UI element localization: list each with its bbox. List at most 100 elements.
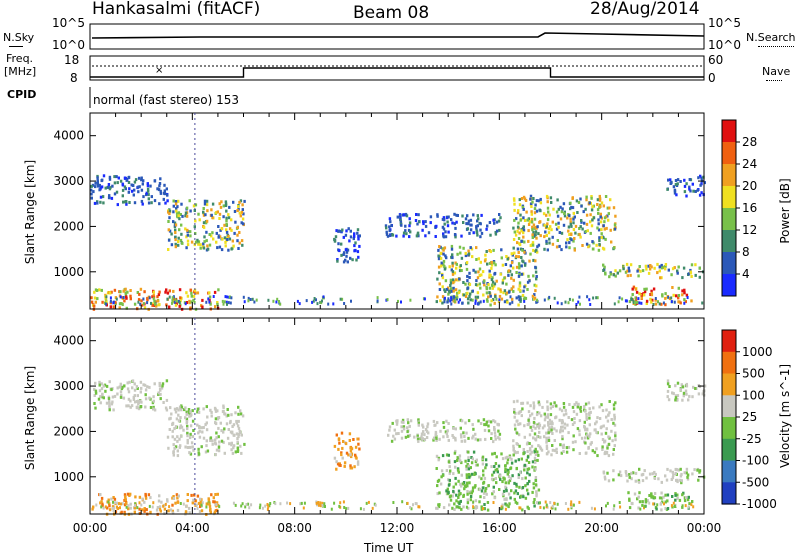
echo-cell — [566, 238, 569, 242]
echo-cell — [563, 214, 567, 218]
echo-cell — [340, 431, 344, 435]
echo-cell — [513, 408, 516, 411]
echo-cell — [691, 182, 694, 186]
echo-cell — [236, 446, 239, 450]
echo-cell — [196, 423, 199, 427]
echo-cell — [442, 248, 445, 252]
echo-cell — [650, 293, 654, 297]
echo-cell — [543, 298, 546, 302]
echo-cell — [657, 300, 659, 304]
echo-cell — [440, 469, 444, 473]
echo-cell — [109, 299, 112, 303]
echo-cell — [568, 246, 571, 250]
echo-cell — [437, 265, 441, 269]
echo-cell — [235, 419, 238, 423]
echo-cell — [685, 496, 688, 499]
echo-cell — [507, 290, 511, 294]
echo-cell — [460, 473, 463, 477]
echo-cell — [190, 240, 194, 244]
echo-cell — [492, 490, 495, 494]
echo-cell — [248, 506, 251, 510]
echo-cell — [648, 267, 652, 271]
echo-cell — [186, 243, 190, 247]
echo-cell — [185, 214, 189, 218]
echo-cell — [606, 501, 609, 505]
echo-cell — [223, 223, 226, 227]
echo-cell — [447, 215, 450, 219]
echo-cell — [679, 467, 682, 471]
echo-cell — [560, 210, 564, 214]
echo-cell — [572, 448, 575, 452]
echo-cell — [511, 300, 514, 304]
echo-cell — [194, 203, 198, 207]
echo-cell — [568, 214, 571, 218]
echo-cell — [531, 200, 534, 204]
echo-cell — [602, 204, 605, 208]
echo-cell — [490, 432, 493, 436]
echo-cell — [590, 441, 593, 445]
echo-cell — [532, 258, 535, 262]
echo-cell — [180, 202, 183, 206]
echo-cell — [149, 184, 152, 188]
echo-cell — [218, 235, 222, 239]
echo-cell — [172, 210, 175, 214]
echo-cell — [516, 399, 519, 403]
echo-cell — [515, 255, 518, 258]
echo-cell — [227, 413, 230, 417]
echo-cell — [133, 394, 136, 398]
echo-cell — [676, 394, 680, 398]
echo-cell — [172, 495, 175, 498]
echo-cell — [567, 229, 570, 233]
echo-cell — [350, 466, 354, 470]
echo-cell — [174, 425, 178, 429]
echo-cell — [352, 237, 355, 241]
echo-cell — [458, 502, 461, 506]
echo-cell — [175, 493, 179, 497]
echo-cell — [345, 254, 348, 258]
echo-cell — [492, 470, 496, 474]
echo-cell — [443, 264, 446, 268]
echo-cell — [166, 297, 169, 301]
echo-cell — [177, 214, 180, 217]
echo-cell — [454, 226, 457, 230]
echo-cell — [650, 493, 653, 497]
echo-cell — [133, 382, 136, 386]
echo-cell — [674, 396, 678, 400]
echo-cell — [417, 418, 420, 422]
echo-cell — [698, 266, 701, 270]
nsearch-label: N.Search — [746, 31, 796, 44]
echo-cell — [449, 469, 452, 473]
echo-cell — [98, 389, 102, 393]
echo-cell — [339, 464, 342, 467]
echo-cell — [467, 419, 471, 423]
echo-cell — [634, 296, 637, 300]
echo-cell — [545, 213, 548, 217]
echo-cell — [670, 273, 673, 277]
echo-cell — [199, 497, 202, 501]
echo-cell — [462, 221, 465, 224]
echo-cell — [531, 465, 534, 469]
echo-cell — [457, 300, 460, 304]
echo-cell — [487, 295, 490, 299]
echo-cell — [509, 496, 512, 500]
echo-cell — [595, 296, 598, 300]
echo-cell — [289, 502, 292, 506]
echo-cell — [650, 495, 653, 499]
echo-cell — [237, 419, 240, 423]
echo-cell — [356, 462, 360, 466]
echo-cell — [504, 481, 507, 485]
echo-cell — [90, 296, 93, 300]
echo-cell — [471, 436, 474, 440]
echo-cell — [339, 297, 342, 301]
echo-cell — [148, 385, 151, 389]
nsky-tick-bottom: 10^0 — [52, 38, 85, 52]
echo-cell — [532, 486, 536, 490]
echo-cell — [215, 501, 219, 505]
echo-cell — [440, 261, 443, 265]
echo-cell — [178, 217, 181, 221]
echo-cell — [613, 302, 616, 306]
echo-cell — [633, 492, 637, 496]
echo-cell — [562, 223, 566, 227]
echo-cell — [349, 446, 352, 450]
echo-cell — [404, 229, 407, 233]
